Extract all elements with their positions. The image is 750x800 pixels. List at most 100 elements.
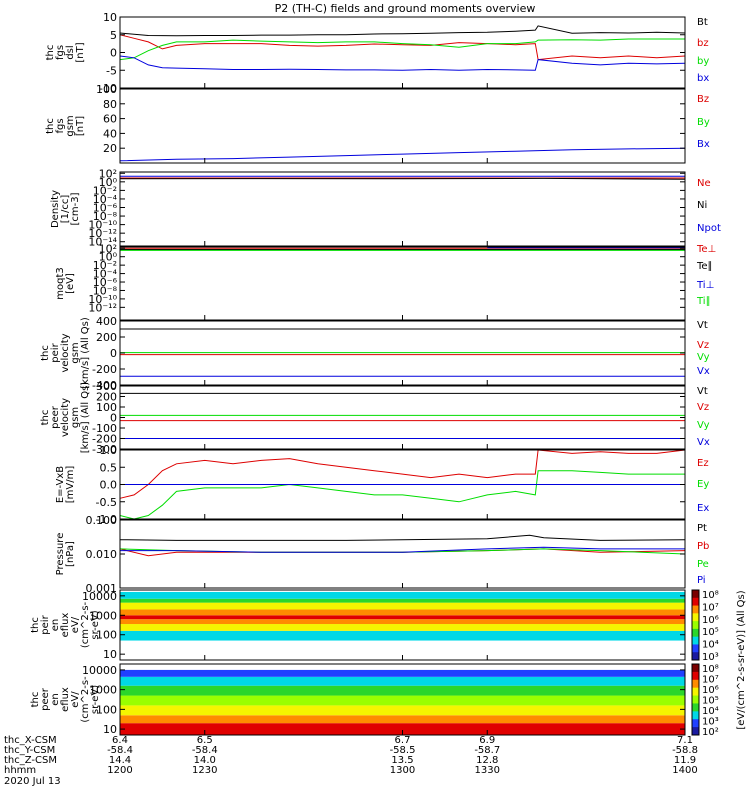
colorbar-tick-label: 10³: [702, 652, 719, 663]
legend-entry: Pi: [697, 575, 706, 586]
colorbar-tick-label: 10⁵: [702, 627, 719, 638]
x-axis-tick-label: -58.8: [672, 745, 698, 756]
ytick-label: -5: [106, 64, 117, 77]
y-axis-label: en: [50, 619, 61, 632]
panel-frame-density: [119, 171, 686, 247]
ytick-label: 10⁻⁴: [93, 193, 118, 206]
x-axis-tick-label: 14.4: [109, 755, 131, 766]
ytick-label: 1000: [89, 684, 117, 697]
legend-entry: Vt: [697, 320, 708, 331]
ytick-label: 10²: [99, 167, 117, 180]
series-line-fgs-gsm-Bx: [119, 147, 686, 162]
ytick-label: 10⁻⁶: [93, 202, 118, 215]
x-axis-tick-label: 1330: [475, 765, 500, 776]
colorbar-label: [eV/(cm^2-s-sr-eV)] (All Qs): [736, 590, 747, 729]
legend-entry: Ex: [697, 503, 709, 514]
colorbar-frame: [691, 663, 700, 736]
x-axis-tick-label: 1200: [107, 765, 132, 776]
y-axis-label: eV/: [70, 616, 81, 633]
x-axis-tick-label: 6.7: [395, 735, 411, 746]
legend-entry: Vx: [697, 366, 710, 377]
colorbar-swatch: [692, 636, 699, 645]
ytick-label: 200: [96, 391, 117, 404]
colorbar-swatch: [692, 628, 699, 638]
x-axis-tick-label: 6.9: [479, 735, 495, 746]
ytick-label: -100: [92, 422, 117, 435]
series-line-fgs-dsl-by: [119, 38, 685, 61]
legend-entry: bz: [697, 38, 709, 49]
x-axis-tick-label: 14.0: [194, 755, 216, 766]
ytick-label: 100: [96, 629, 117, 642]
colorbar-swatch: [692, 664, 699, 673]
ytick-label: 1.0: [100, 444, 118, 457]
ytick-label: -200: [92, 433, 117, 446]
ytick-label: 10: [103, 648, 117, 661]
legend-entry: Npot: [697, 223, 721, 234]
y-axis-label: gsm: [70, 342, 81, 363]
ytick-label: 5: [110, 29, 117, 42]
ytick-label: 100: [96, 703, 117, 716]
ytick-label: 0: [110, 412, 117, 425]
legend-entry: By: [697, 117, 710, 128]
y-axis-label: [km/s] (All Qs): [80, 382, 91, 454]
panel-frame-peer-velocity: [119, 385, 686, 450]
y-axis-label: [mV/m]: [65, 466, 76, 504]
heatmap-band-peer-eflux-5: [120, 676, 685, 686]
x-axis-tick-label: 1230: [192, 765, 217, 776]
ytick-label: 10⁻⁴: [93, 268, 118, 281]
ytick-label: 400: [96, 315, 117, 328]
colorbar-tick-label: 10²: [702, 727, 719, 738]
y-axis-label: eflux: [60, 613, 71, 638]
colorbar-tick-label: 10⁸: [702, 590, 719, 601]
legend-entry: Bx: [697, 139, 710, 150]
x-axis-tick-label: 1400: [672, 765, 697, 776]
date-label: 2020 Jul 13: [4, 776, 61, 787]
legend-entry: Vz: [697, 402, 709, 413]
heatmap-band-peir-eflux-1: [120, 624, 685, 631]
ytick-label: 10⁻¹²: [88, 227, 117, 240]
colorbar-swatch: [692, 590, 699, 599]
x-axis-row-label: thc_Z-CSM: [4, 755, 57, 766]
series-line-e-field-Ey: [119, 470, 685, 520]
y-axis-label: peir: [40, 614, 51, 634]
legend-entry: Vy: [697, 420, 710, 431]
y-axis-label: thc: [40, 345, 51, 361]
heatmap-band-peer-eflux-3: [120, 695, 685, 706]
ytick-label: 60: [103, 113, 117, 126]
ytick-label: 20: [103, 142, 117, 155]
heatmap-band-peer-eflux-6: [120, 669, 685, 677]
y-axis-label: sr-eV): [90, 610, 101, 639]
ytick-label: 100: [96, 401, 117, 414]
y-axis-label: velocity: [60, 398, 71, 437]
heatmap-band-peer-eflux-0: [120, 723, 685, 735]
y-axis-label: eV/: [70, 691, 81, 708]
x-axis-tick-label: 13.5: [391, 755, 413, 766]
legend-entry: by: [697, 56, 709, 67]
ytick-label: 0.100: [86, 514, 118, 527]
y-axis-label: [nT]: [75, 116, 86, 136]
ytick-label: 10000: [82, 590, 117, 603]
y-axis-label: Density: [50, 190, 61, 228]
colorbar-tick-label: 10⁴: [702, 706, 719, 717]
ytick-label: 300: [96, 380, 117, 393]
ytick-label: -200: [92, 363, 117, 376]
ytick-label: 10000: [82, 664, 117, 677]
series-line-fgs-dsl-Bt: [119, 25, 686, 37]
y-axis-label: dsl: [65, 45, 76, 59]
y-axis-label: [km/s] (All Qs): [80, 317, 91, 389]
ytick-label: -0.5: [96, 496, 117, 509]
y-axis-label: thc: [45, 45, 56, 61]
colorbar-swatch: [692, 711, 699, 720]
x-axis-tick-label: -58.5: [390, 745, 416, 756]
series-line-fgs-dsl-bz: [119, 34, 686, 61]
colorbar-swatch: [692, 621, 699, 630]
legend-entry: Vz: [697, 340, 709, 351]
legend-entry: Ez: [697, 458, 709, 469]
panel-e-field: 1.0 0.5 0.0 -0.5 -1.0 E=-VxB [mV/m]: [55, 444, 686, 526]
panel-frame-pressure: [119, 519, 686, 589]
series-line-density-Ni: [119, 177, 686, 180]
heatmap-band-peer-eflux-2: [120, 705, 685, 716]
legend-entry: Vt: [697, 386, 708, 397]
colorbar-tick-label: 10⁵: [702, 696, 719, 707]
